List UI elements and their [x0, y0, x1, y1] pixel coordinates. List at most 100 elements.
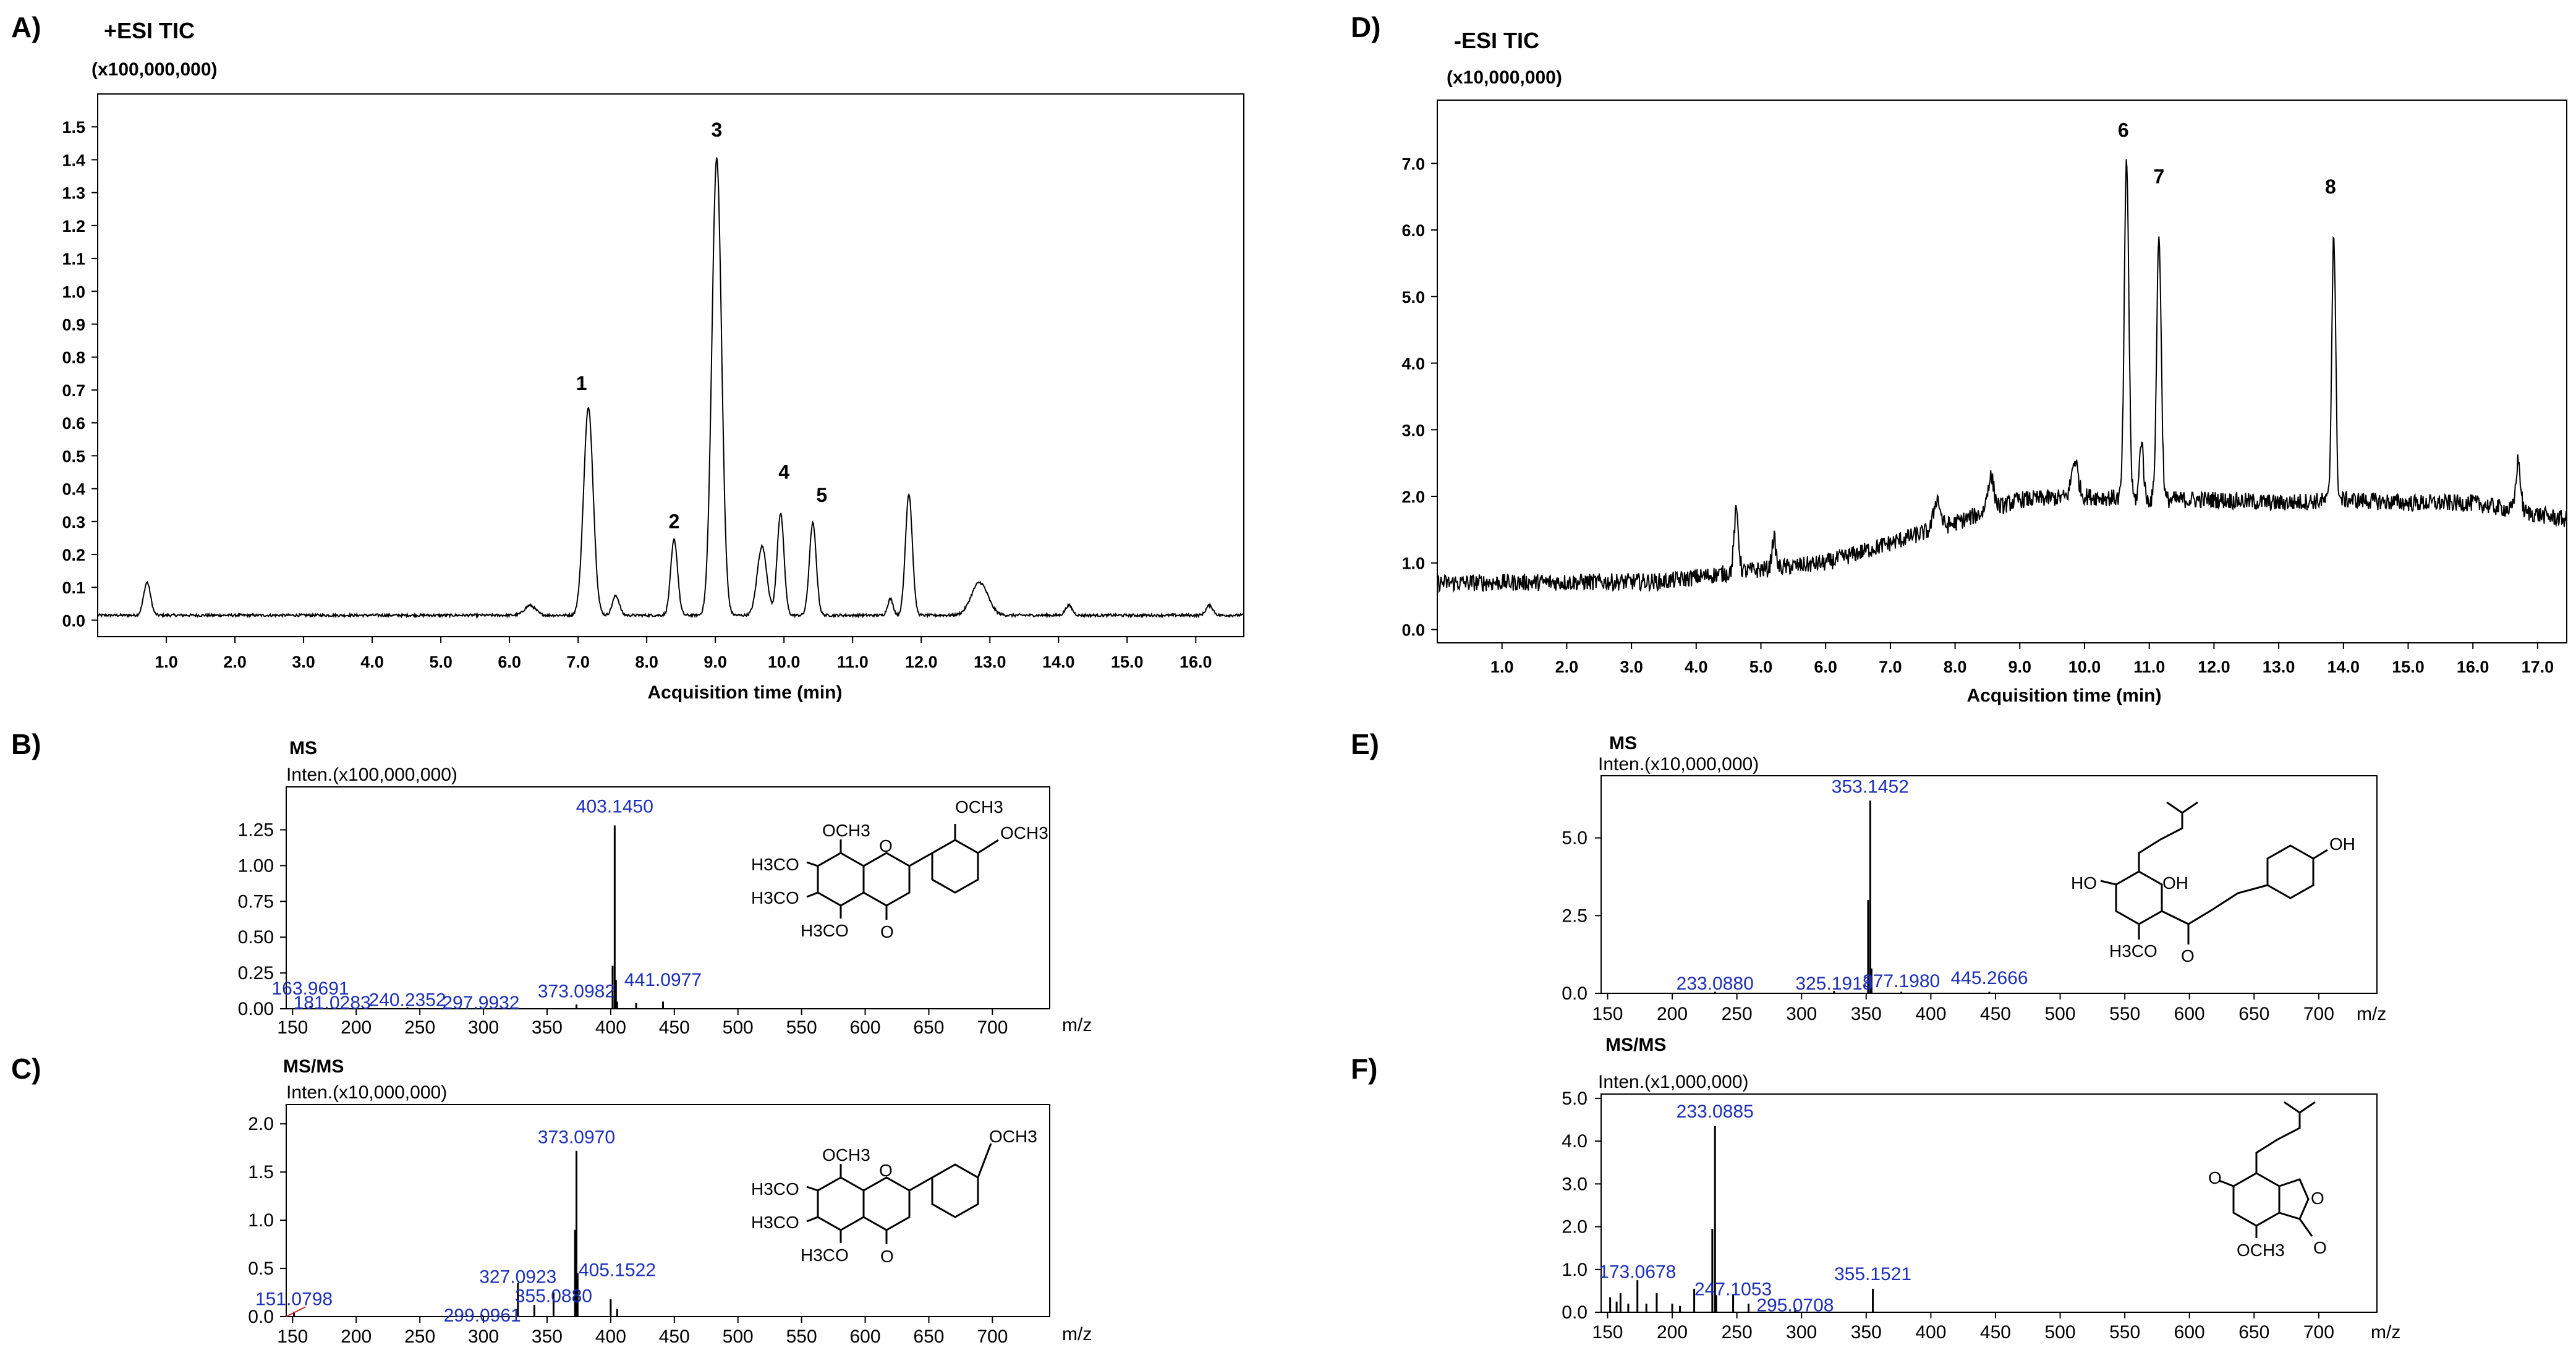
panel-label-e: E): [1351, 728, 1379, 760]
x-tick-label: 550: [786, 1326, 817, 1347]
y-tick-label: 1.0: [62, 282, 85, 301]
x-tick-label: 13.0: [974, 653, 1006, 671]
y-tick-label: 0.2: [62, 546, 85, 564]
structure-f-bond-5: [2298, 1218, 2313, 1237]
x-tick-label: 300: [1786, 1322, 1817, 1343]
x-tick-label: 450: [659, 1017, 690, 1038]
x-tick-label: 2.0: [1555, 658, 1579, 676]
y-tick-label: 0.0: [62, 611, 85, 630]
y-tick-label: 1.5: [62, 118, 85, 137]
x-tick-label: 9.0: [2009, 658, 2032, 676]
peak-mz-label: 405.1522: [579, 1260, 656, 1281]
structure-b-label-5: H3CO: [751, 888, 799, 907]
peak-mz-label: 377.1980: [1863, 971, 1940, 991]
structure-b-label-8: O: [880, 922, 894, 941]
x-tick-label: 4.0: [360, 653, 384, 671]
structure-c-bond-1: [909, 1176, 933, 1192]
x-tick-label: 600: [850, 1017, 881, 1038]
x-tick-label: 700: [977, 1017, 1008, 1038]
y-tick-label: 0.00: [238, 999, 274, 1019]
x-tick-label: 450: [659, 1326, 690, 1347]
y-tick-label: 1.1: [62, 250, 85, 268]
x-tick-label: 500: [2045, 1004, 2076, 1024]
x-tick-label: 550: [2109, 1004, 2140, 1024]
plots-group: 1.0 2.0 3.0 4.0 5.0 6.0 7.0 8.0 9.0 10.0 11.0 12.0 1…: [62, 93, 2567, 1347]
structure-b-label-2: OCH3: [1000, 823, 1048, 842]
peak-mz-label: 373.0970: [538, 1127, 615, 1147]
x-tick-label: 250: [404, 1326, 435, 1347]
accent-segment: [286, 1306, 306, 1317]
x-tick-label: 250: [1722, 1004, 1753, 1024]
x-tick-label: 650: [2238, 1322, 2269, 1343]
x-tick-label: 450: [1980, 1322, 2011, 1343]
structure-e-ring-b: [2266, 844, 2315, 899]
x-tick-label: 7.0: [566, 653, 590, 671]
structure-e-prenyl: [2138, 813, 2183, 872]
x-tick-label: 16.0: [1180, 653, 1212, 671]
panel-label-b: B): [11, 728, 41, 760]
x-tick-label: 250: [1722, 1322, 1753, 1343]
peak-mz-label: 233.0880: [1677, 974, 1754, 994]
plot-a: 1.0 2.0 3.0 4.0 5.0 6.0 7.0 8.0 9.0 10.0 11.0 12.0 1…: [62, 93, 1244, 671]
structure-e-bond-2: [2182, 801, 2198, 814]
peak-mz-label: 151.0798: [255, 1289, 333, 1309]
peak-mz-label: 355.0880: [515, 1286, 592, 1307]
x-tick-label: 350: [532, 1017, 563, 1038]
y-tick-label: 0.9: [62, 315, 85, 334]
x-tick-label: 200: [1657, 1322, 1688, 1343]
structure-b-bond-1: [909, 852, 933, 867]
y-multiplier-c: Inten.(x10,000,000): [286, 1082, 447, 1103]
structure-c-label-6: O: [879, 1161, 893, 1180]
peak-label: 5: [816, 484, 827, 506]
structure-f-prenyl: [2255, 1113, 2301, 1173]
peak-mz-label: 353.1452: [1832, 777, 1909, 797]
y-tick-label: 0.1: [62, 579, 85, 597]
peak-mz-label: 403.1450: [576, 797, 653, 817]
structure-b-ring-c: [862, 852, 911, 907]
x-axis-label-e: m/z: [2357, 1004, 2386, 1024]
plot-frame: [286, 1104, 1050, 1317]
x-tick-label: 7.0: [1879, 658, 1902, 676]
x-axis-label-b: m/z: [1062, 1015, 1092, 1035]
x-tick-label: 400: [595, 1017, 626, 1038]
y-tick-label: 4.0: [1401, 355, 1425, 373]
peak-mz-label: 355.1521: [1834, 1264, 1911, 1284]
y-tick-label: 0.6: [62, 414, 85, 433]
structure-e: [2100, 801, 2328, 944]
peak-label: 2: [669, 510, 680, 532]
structure-f-lactone: [2278, 1178, 2310, 1220]
x-tick-label: 16.0: [2457, 658, 2489, 676]
y-tick-label: 5.0: [1562, 828, 1588, 849]
peak-mz-label: 299.0961: [444, 1305, 521, 1326]
structure-f-label-3: O: [2313, 1238, 2327, 1257]
x-tick-label: 700: [2303, 1322, 2334, 1343]
structure-e-label-5: O: [2181, 946, 2195, 965]
plot-b: 150 200 250 300 350 400 450 500 550 600 650 700 0.00…: [238, 786, 1050, 1038]
panel-label-c: C): [11, 1053, 41, 1085]
x-tick-label: 200: [341, 1017, 372, 1038]
plot-d: 1.0 2.0 3.0 4.0 5.0 6.0 7.0 8.0 9.0 10.0 11.0 12.0 1…: [1401, 100, 2567, 676]
x-tick-label: 500: [723, 1017, 754, 1038]
structure-e-ring-a: [2115, 870, 2163, 925]
panel-label-d: D): [1351, 11, 1381, 43]
y-tick-label: 6.0: [1401, 221, 1425, 240]
structure-b-ring-b: [931, 839, 979, 894]
y-tick-label: 1.2: [62, 217, 85, 236]
x-tick-label: 700: [977, 1326, 1008, 1347]
peak-mz-label: 297.9932: [442, 993, 519, 1013]
x-tick-label: 1.0: [1490, 658, 1514, 676]
plot-frame: [97, 93, 1244, 637]
y-tick-label: 1.25: [238, 820, 274, 840]
peak-label: 4: [778, 461, 789, 483]
structure-c-ring-b: [931, 1163, 979, 1218]
y-tick-label: 3.0: [1401, 421, 1425, 439]
x-tick-label: 250: [404, 1017, 435, 1038]
structure-c-label-1: OCH3: [989, 1127, 1037, 1146]
y-multiplier-a: (x100,000,000): [91, 59, 218, 80]
x-tick-label: 650: [913, 1326, 944, 1347]
peak-label: 3: [711, 119, 722, 141]
x-tick-label: 15.0: [2392, 658, 2425, 676]
x-tick-label: 2.0: [223, 653, 247, 671]
peak-mz-label: 181.0283: [294, 993, 371, 1013]
x-tick-label: 600: [2174, 1322, 2205, 1343]
